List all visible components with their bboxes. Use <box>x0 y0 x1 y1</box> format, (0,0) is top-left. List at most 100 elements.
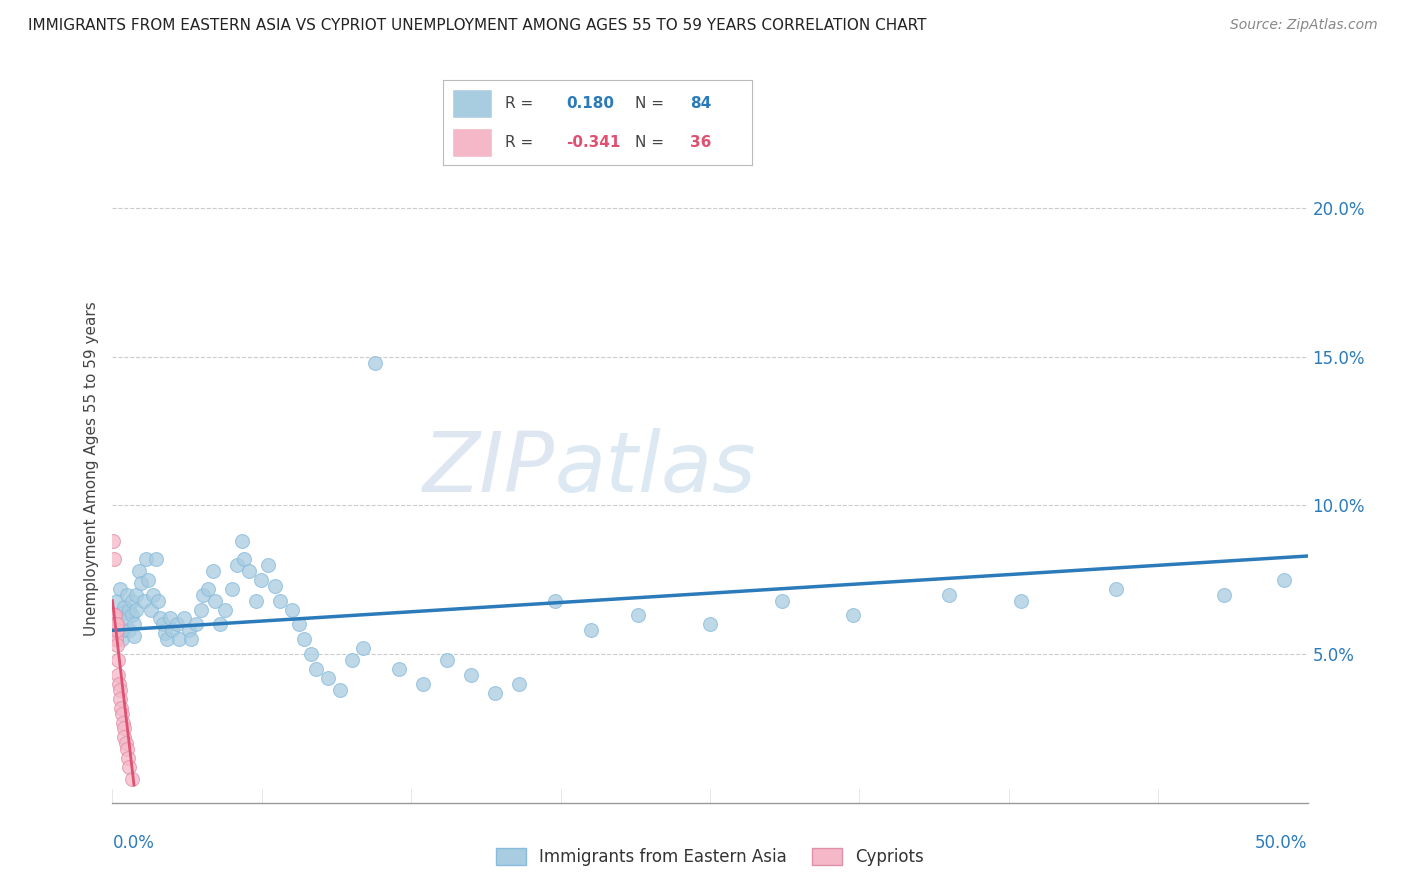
Point <box>364 356 387 370</box>
Point <box>142 588 165 602</box>
Point <box>110 691 132 706</box>
Text: R =: R = <box>505 135 538 150</box>
Point <box>543 593 565 607</box>
Point <box>264 579 287 593</box>
Point <box>173 611 195 625</box>
Text: atlas: atlas <box>554 428 756 508</box>
Point <box>197 582 219 596</box>
Point <box>412 677 434 691</box>
Point <box>257 558 280 572</box>
Point <box>186 617 208 632</box>
Point <box>1010 593 1032 607</box>
Point <box>112 722 135 736</box>
Point <box>153 626 176 640</box>
Point <box>245 593 267 607</box>
Point <box>221 582 243 596</box>
Text: R =: R = <box>505 95 538 111</box>
Point <box>159 611 181 625</box>
Point <box>138 573 160 587</box>
Text: N =: N = <box>634 95 668 111</box>
Point <box>579 624 602 638</box>
Point <box>118 624 141 638</box>
Point <box>162 624 183 638</box>
Point <box>232 552 256 566</box>
Point <box>104 608 127 623</box>
Point <box>114 736 136 750</box>
Point <box>627 608 650 623</box>
Point <box>105 617 128 632</box>
Point <box>111 606 134 620</box>
Text: 0.180: 0.180 <box>567 95 614 111</box>
Point <box>105 617 128 632</box>
Point <box>121 593 143 607</box>
Point <box>114 731 135 745</box>
Point <box>149 611 172 625</box>
Text: 50.0%: 50.0% <box>1256 834 1308 852</box>
Point <box>103 534 125 549</box>
Point <box>225 558 247 572</box>
Point <box>436 653 458 667</box>
Point <box>115 611 138 625</box>
Point <box>108 677 131 691</box>
Point <box>117 751 139 765</box>
Text: 84: 84 <box>690 95 711 111</box>
Y-axis label: Unemployment Among Ages 55 to 59 years: Unemployment Among Ages 55 to 59 years <box>83 301 98 636</box>
Point <box>110 700 132 714</box>
Point <box>238 564 260 578</box>
Point <box>101 617 124 632</box>
Text: IMMIGRANTS FROM EASTERN ASIA VS CYPRIOT UNEMPLOYMENT AMONG AGES 55 TO 59 YEARS C: IMMIGRANTS FROM EASTERN ASIA VS CYPRIOT … <box>28 18 927 33</box>
Point <box>177 624 200 638</box>
Point <box>180 632 202 647</box>
Point <box>107 668 129 682</box>
Point <box>292 632 315 647</box>
Point <box>118 602 141 616</box>
Point <box>115 742 138 756</box>
Point <box>128 564 150 578</box>
Point <box>770 593 793 607</box>
Point <box>125 602 148 616</box>
Point <box>152 617 174 632</box>
Text: N =: N = <box>634 135 668 150</box>
Text: Source: ZipAtlas.com: Source: ZipAtlas.com <box>1230 18 1378 32</box>
Point <box>328 682 352 697</box>
Point <box>103 611 125 625</box>
Point <box>104 624 127 638</box>
Point <box>125 588 148 602</box>
Point <box>129 575 152 590</box>
Point <box>118 760 141 774</box>
Point <box>103 552 125 566</box>
Point <box>169 632 191 647</box>
Point <box>122 629 145 643</box>
Point <box>135 552 157 566</box>
Point <box>108 682 131 697</box>
Point <box>132 593 155 607</box>
Point <box>105 593 128 607</box>
Point <box>111 706 134 721</box>
Point <box>111 632 134 647</box>
Point <box>460 668 482 682</box>
Point <box>105 638 128 652</box>
Point <box>103 611 125 625</box>
Point <box>111 715 134 730</box>
Point <box>1212 588 1236 602</box>
Point <box>316 671 339 685</box>
Legend: Immigrants from Eastern Asia, Cypriots: Immigrants from Eastern Asia, Cypriots <box>488 840 932 875</box>
Point <box>107 653 129 667</box>
Point <box>484 686 506 700</box>
Text: 0.0%: 0.0% <box>112 834 155 852</box>
Point <box>1105 582 1128 596</box>
Point <box>299 647 322 661</box>
Point <box>103 624 125 638</box>
Point <box>122 617 145 632</box>
Point <box>104 617 127 632</box>
Point <box>115 588 138 602</box>
Point <box>104 624 127 638</box>
Point <box>1272 573 1295 587</box>
Point <box>304 662 326 676</box>
Point <box>508 677 530 691</box>
Point <box>121 608 143 623</box>
Point <box>249 573 271 587</box>
Point <box>114 624 135 638</box>
Point <box>699 617 721 632</box>
Point <box>269 593 291 607</box>
